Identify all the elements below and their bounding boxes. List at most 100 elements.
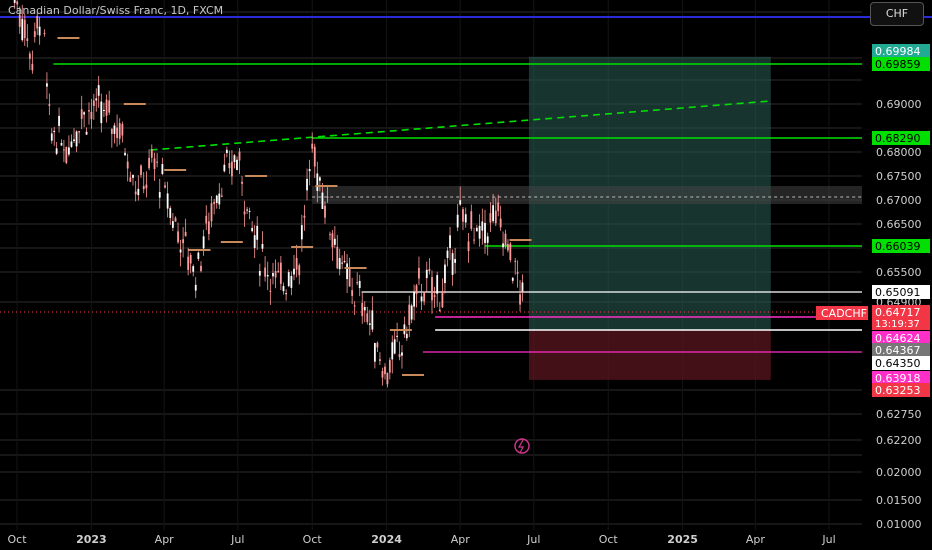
y-tick-label: 0.65500 [876,266,922,279]
candle-body [473,239,475,241]
candle-body [324,205,326,218]
candle-body [456,214,459,228]
candle-body [405,333,408,339]
price-tag-label: 0.64367 [875,344,921,357]
candle-body [454,259,457,263]
candle-body [113,125,116,134]
candle-body [60,143,63,146]
candle-body [381,371,384,378]
price-tag [872,57,930,71]
candle-body [444,264,446,284]
candle-body [264,267,266,277]
candle-body [116,127,118,138]
x-tick-label: Jul [821,533,835,546]
x-tick-label: Jul [230,533,244,546]
candle-body [326,196,329,198]
candle-body [246,209,248,211]
candle-body [279,262,282,284]
price-tag-label: 0.69984 [875,45,921,58]
candle-body [514,260,517,262]
y-tick-label: 0.67500 [876,170,922,183]
candle-body [486,236,489,243]
price-tag [872,44,930,58]
x-tick-label: Jul [526,533,540,546]
x-tick-label: 2024 [371,533,402,546]
candle-body [446,250,449,258]
candle-body [70,141,73,147]
candle-body [308,169,311,172]
candle-body [415,285,418,295]
candle-body [43,33,46,35]
candle-body [353,305,356,307]
y-tick-label: 0.62200 [876,434,922,447]
x-tick-label: Oct [7,533,27,546]
candle-body [478,225,481,239]
candle-body [215,195,218,203]
currency-button[interactable]: CHF [870,2,924,26]
candle-body [75,131,78,147]
candle-body [145,184,148,189]
stop-zone [528,330,771,380]
candle-body [295,257,298,270]
y-tick-label: 0.01500 [876,494,922,507]
candle-body [333,238,336,245]
x-tick-label: 2025 [667,533,698,546]
candle-body [28,53,31,59]
price-tag [872,371,930,385]
candle-body [516,272,519,274]
candle-body [55,148,58,154]
candle-body [150,149,153,158]
price-tag [872,356,930,370]
x-tick-label: Oct [599,533,619,546]
candle-body [118,123,121,139]
candle-body [134,191,137,195]
candle-body [484,222,486,244]
candle-body [53,130,56,133]
candle-body [220,195,223,197]
candle-body [366,313,369,323]
candle-body [388,360,391,373]
price-tag [872,343,930,357]
candle-body [379,359,381,361]
candle-body [38,26,41,36]
candle-body [33,31,36,37]
candle-body [95,98,98,101]
candle-body [368,323,371,325]
candle-body [177,231,179,243]
candle-body [521,282,524,292]
y-tick-label: 0.69000 [876,98,922,111]
candle-body [169,208,172,218]
candle-body [303,215,306,218]
candle-body [253,235,256,249]
price-tag-label: 0.63918 [875,372,921,385]
candle-body [46,83,48,87]
candle-body [459,200,462,205]
candle-body [103,109,105,111]
candle-body [137,188,140,196]
candle-body [256,225,259,240]
x-tick-label: Apr [451,533,471,546]
candle-body [108,100,111,113]
candle-body [316,173,319,191]
candle-body [80,109,83,119]
candle-body [358,280,361,289]
price-tag-label: 0.64717 [875,306,921,319]
price-tag-label: 0.64624 [875,332,921,345]
resistance-band [312,186,862,204]
candle-body [300,225,303,240]
candle-body [189,255,192,264]
candle-body [441,291,444,308]
candle-body [348,268,351,287]
candle-body [363,306,366,311]
candle-body [272,273,274,277]
candle-body [90,111,93,120]
candle-body [408,304,411,326]
candle-body [124,152,126,156]
candle-body [50,133,53,141]
candle-body [238,151,241,161]
candle-body [509,243,512,261]
chart-title: Canadian Dollar/Swiss Franc, 1D, FXCM [8,4,224,17]
x-tick-label: Apr [746,533,766,546]
candle-body [153,158,156,170]
